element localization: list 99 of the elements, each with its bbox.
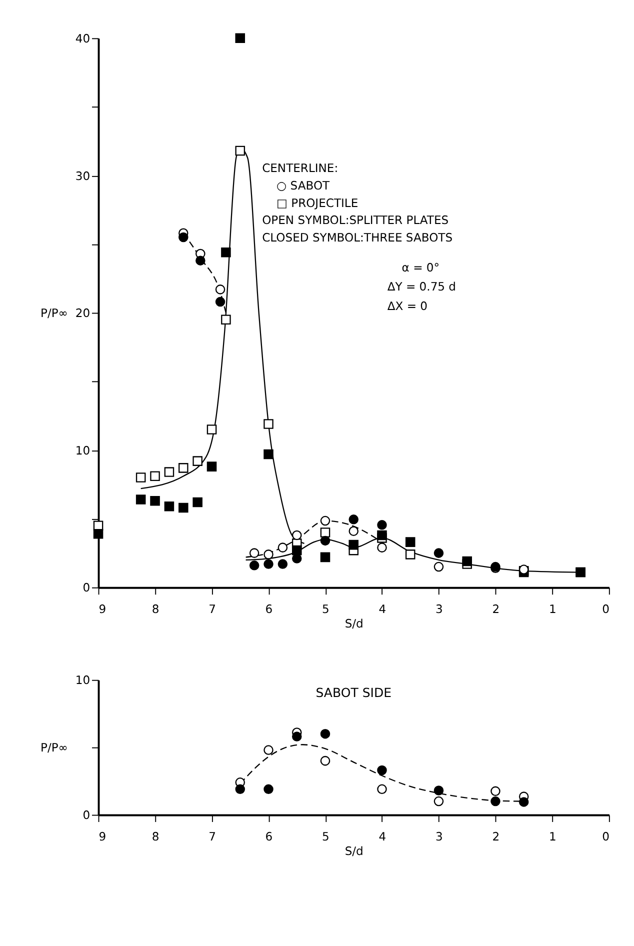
x-tick-label: 2 <box>492 602 500 616</box>
point <box>278 559 288 569</box>
point <box>292 530 302 540</box>
y-axis-title: P/P∞ <box>40 740 68 755</box>
annotation: α = 0° <box>402 260 440 274</box>
point <box>235 33 246 44</box>
point <box>320 528 330 538</box>
x-tick-label: 3 <box>436 829 443 844</box>
x-tick-label: 0 <box>602 602 610 616</box>
point <box>434 786 444 796</box>
point <box>136 472 146 482</box>
y-tick-label: 20 <box>75 306 90 320</box>
x-tick-label: 8 <box>152 829 160 844</box>
point <box>320 728 330 739</box>
y-tick-label: 0 <box>82 580 90 595</box>
point <box>405 550 416 560</box>
point <box>215 296 226 307</box>
annotation: OPEN SYMBOL:SPLITTER PLATES <box>262 213 449 228</box>
x-tick-label: 0 <box>602 829 610 844</box>
point <box>377 520 387 530</box>
annotation: □ PROJECTILE <box>276 196 358 210</box>
point <box>178 232 188 242</box>
point <box>377 530 387 540</box>
point <box>264 745 274 755</box>
point <box>264 449 274 460</box>
y-tick-label: 10 <box>75 673 90 688</box>
point <box>235 146 246 156</box>
point <box>405 537 416 547</box>
point <box>136 494 146 504</box>
point <box>518 797 529 807</box>
point <box>164 467 174 477</box>
chart-title: SABOT SIDE <box>316 685 392 700</box>
annotation: ΔX = 0 <box>387 298 428 313</box>
point <box>249 548 260 558</box>
point <box>377 765 387 776</box>
x-tick-label: 1 <box>549 829 556 844</box>
point <box>235 784 246 794</box>
point <box>434 562 444 572</box>
annotation: CLOSED SYMBOL:THREE SABOTS <box>262 230 453 244</box>
point <box>434 548 444 558</box>
x-tick-label: 4 <box>378 602 386 616</box>
point <box>93 528 104 539</box>
point <box>221 247 231 258</box>
point <box>348 514 359 524</box>
point <box>249 560 260 570</box>
x-tick-label: 2 <box>492 829 500 844</box>
point <box>292 545 302 556</box>
y-tick-label: 10 <box>75 443 90 458</box>
point <box>292 732 302 742</box>
x-tick-label: 7 <box>208 829 216 844</box>
point <box>264 550 274 560</box>
x-tick-label: 7 <box>208 602 216 616</box>
point <box>192 456 202 466</box>
x-tick-label: 9 <box>98 602 106 616</box>
point <box>490 786 500 796</box>
point <box>178 502 188 513</box>
x-axis-title: S/d <box>344 844 364 858</box>
point <box>462 556 472 566</box>
point <box>292 554 302 564</box>
annotation: ΔY = 0.75 d <box>387 280 456 294</box>
point <box>278 542 288 552</box>
point <box>221 314 231 325</box>
y-tick-label: 40 <box>75 32 90 46</box>
annotation: CENTERLINE: <box>262 161 338 176</box>
point <box>192 497 202 508</box>
point <box>206 462 217 472</box>
point <box>264 559 274 569</box>
point <box>490 796 500 806</box>
y-tick-label: 0 <box>82 808 90 822</box>
point <box>320 516 330 526</box>
point <box>150 471 160 482</box>
point <box>320 552 330 562</box>
point <box>196 256 206 266</box>
point <box>164 501 174 512</box>
x-tick-label: 4 <box>378 829 386 844</box>
point <box>377 784 387 794</box>
x-tick-label: 1 <box>549 602 556 616</box>
point <box>348 540 359 550</box>
point <box>178 463 188 473</box>
point <box>320 756 330 766</box>
point <box>320 536 330 546</box>
x-tick-label: 5 <box>322 829 330 844</box>
x-tick-label: 9 <box>98 829 106 844</box>
x-tick-label: 6 <box>265 829 273 844</box>
annotation: ○ SABOT <box>276 178 331 192</box>
x-tick-label: 8 <box>152 602 160 616</box>
x-tick-label: 6 <box>265 602 273 616</box>
x-tick-label: 3 <box>436 602 443 616</box>
x-axis-title: S/d <box>344 616 364 630</box>
point <box>264 784 274 794</box>
y-tick-label: 30 <box>75 168 90 183</box>
point <box>150 496 160 506</box>
point <box>206 424 217 434</box>
point <box>377 542 387 552</box>
point <box>215 284 226 294</box>
x-tick-label: 5 <box>322 602 330 616</box>
point <box>264 419 274 429</box>
point <box>434 796 444 806</box>
y-axis-title: P/P∞ <box>40 306 68 320</box>
